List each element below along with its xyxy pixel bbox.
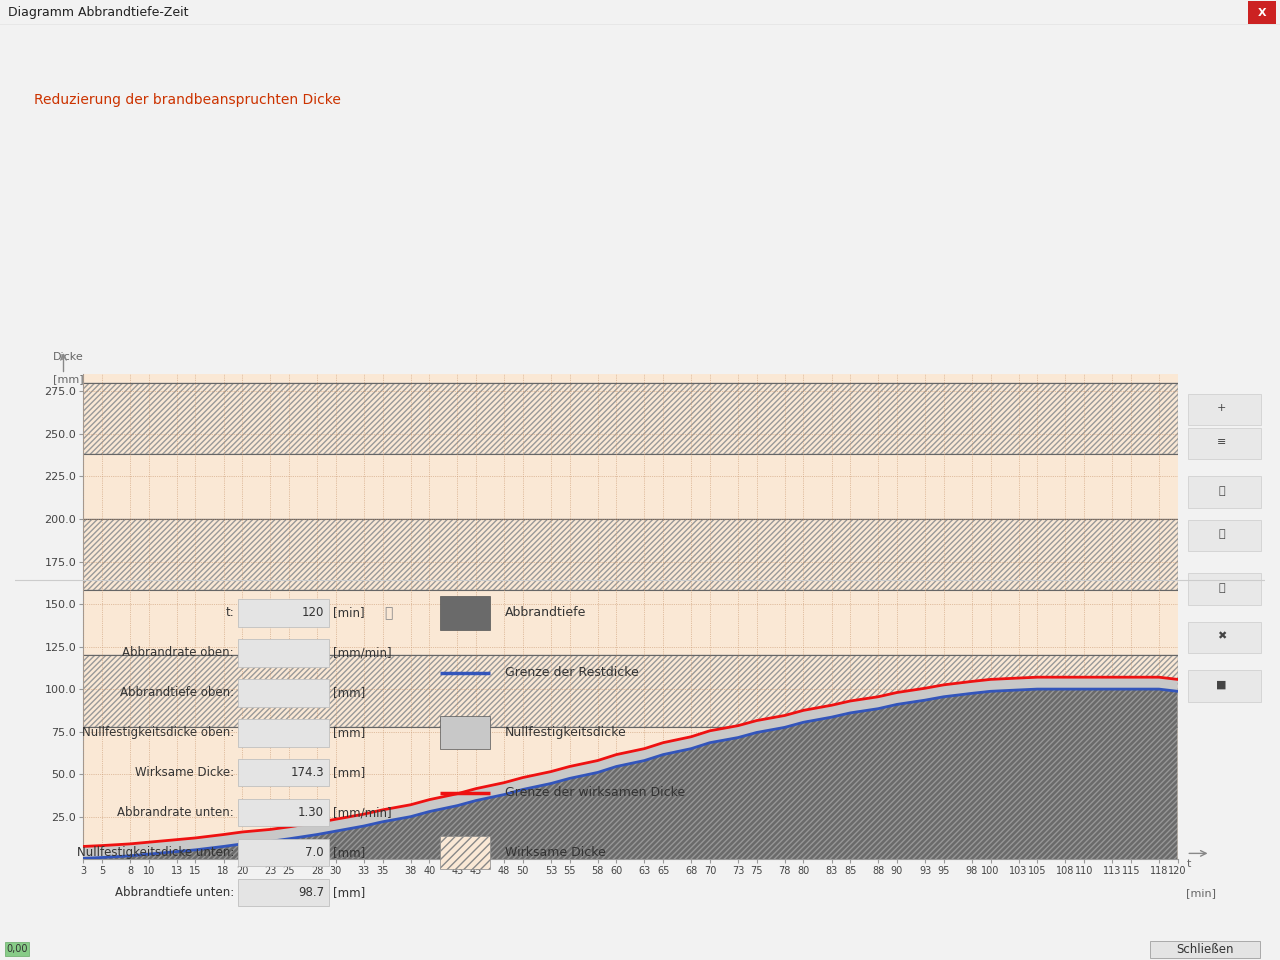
- Bar: [238, 679, 329, 707]
- Text: 🔍: 🔍: [1219, 583, 1225, 592]
- Text: 1.30: 1.30: [298, 806, 324, 819]
- Text: Wirksame Dicke:: Wirksame Dicke:: [134, 766, 234, 780]
- Bar: [238, 599, 329, 627]
- Text: 🔓: 🔓: [385, 606, 393, 620]
- Bar: [238, 878, 329, 906]
- Text: Abbrandrate unten:: Abbrandrate unten:: [118, 806, 234, 819]
- Bar: [1188, 573, 1261, 605]
- Text: Abbrandtiefe: Abbrandtiefe: [506, 607, 586, 619]
- Bar: [1188, 622, 1261, 653]
- Text: Schließen: Schließen: [1176, 943, 1234, 956]
- Bar: [238, 758, 329, 786]
- Bar: [440, 596, 490, 630]
- Text: 0,00: 0,00: [6, 944, 28, 954]
- Bar: [1248, 1, 1276, 24]
- Text: Grenze der wirksamen Dicke: Grenze der wirksamen Dicke: [506, 786, 685, 799]
- Bar: [440, 716, 490, 750]
- Text: t:: t:: [225, 607, 234, 619]
- Text: Dicke: Dicke: [52, 352, 83, 362]
- Text: [min]: [min]: [1187, 888, 1216, 899]
- Text: [mm]: [mm]: [333, 686, 365, 699]
- Text: Abbrandtiefe oben:: Abbrandtiefe oben:: [120, 686, 234, 699]
- Bar: [1188, 670, 1261, 702]
- Text: [mm]: [mm]: [333, 766, 365, 780]
- Text: Abbrandtiefe unten:: Abbrandtiefe unten:: [115, 886, 234, 899]
- Text: [min]: [min]: [333, 607, 365, 619]
- Bar: [238, 719, 329, 747]
- Bar: [1188, 428, 1261, 459]
- Text: [mm]: [mm]: [333, 886, 365, 899]
- Text: [mm]: [mm]: [333, 726, 365, 739]
- Text: 120: 120: [302, 607, 324, 619]
- Bar: [1188, 476, 1261, 508]
- Bar: [1188, 520, 1261, 551]
- Text: 🔍: 🔍: [1219, 529, 1225, 540]
- Text: [mm/min]: [mm/min]: [333, 806, 392, 819]
- Text: Diagramm Abbrandtiefe-Zeit: Diagramm Abbrandtiefe-Zeit: [8, 6, 188, 19]
- Text: 🔍: 🔍: [1219, 486, 1225, 495]
- Text: Grenze der Restdicke: Grenze der Restdicke: [506, 666, 639, 680]
- Bar: [238, 839, 329, 866]
- Bar: [1149, 941, 1260, 958]
- Text: X: X: [1258, 8, 1266, 17]
- Text: +: +: [1217, 403, 1226, 414]
- Bar: [5, 942, 29, 956]
- Text: Nullfestigkeitsdicke oben:: Nullfestigkeitsdicke oben:: [82, 726, 234, 739]
- Text: ■: ■: [1216, 680, 1226, 689]
- Text: [mm]: [mm]: [333, 846, 365, 859]
- Text: 98.7: 98.7: [298, 886, 324, 899]
- Text: [mm]: [mm]: [52, 374, 83, 384]
- Text: ≡: ≡: [1217, 437, 1226, 447]
- Bar: [1188, 394, 1261, 425]
- Text: ✖: ✖: [1217, 631, 1226, 641]
- Bar: [238, 799, 329, 827]
- Text: 7.0: 7.0: [306, 846, 324, 859]
- Text: Nullfestigkeitsdicke unten:: Nullfestigkeitsdicke unten:: [77, 846, 234, 859]
- Text: [mm/min]: [mm/min]: [333, 646, 392, 660]
- Text: Reduzierung der brandbeanspruchten Dicke: Reduzierung der brandbeanspruchten Dicke: [35, 93, 340, 108]
- Text: t: t: [1187, 859, 1190, 869]
- Bar: [440, 836, 490, 869]
- Bar: [238, 639, 329, 667]
- Text: Nullfestigkeitsdicke: Nullfestigkeitsdicke: [506, 726, 627, 739]
- Text: Wirksame Dicke: Wirksame Dicke: [506, 846, 605, 859]
- Text: Abbrandrate oben:: Abbrandrate oben:: [123, 646, 234, 660]
- Text: 174.3: 174.3: [291, 766, 324, 780]
